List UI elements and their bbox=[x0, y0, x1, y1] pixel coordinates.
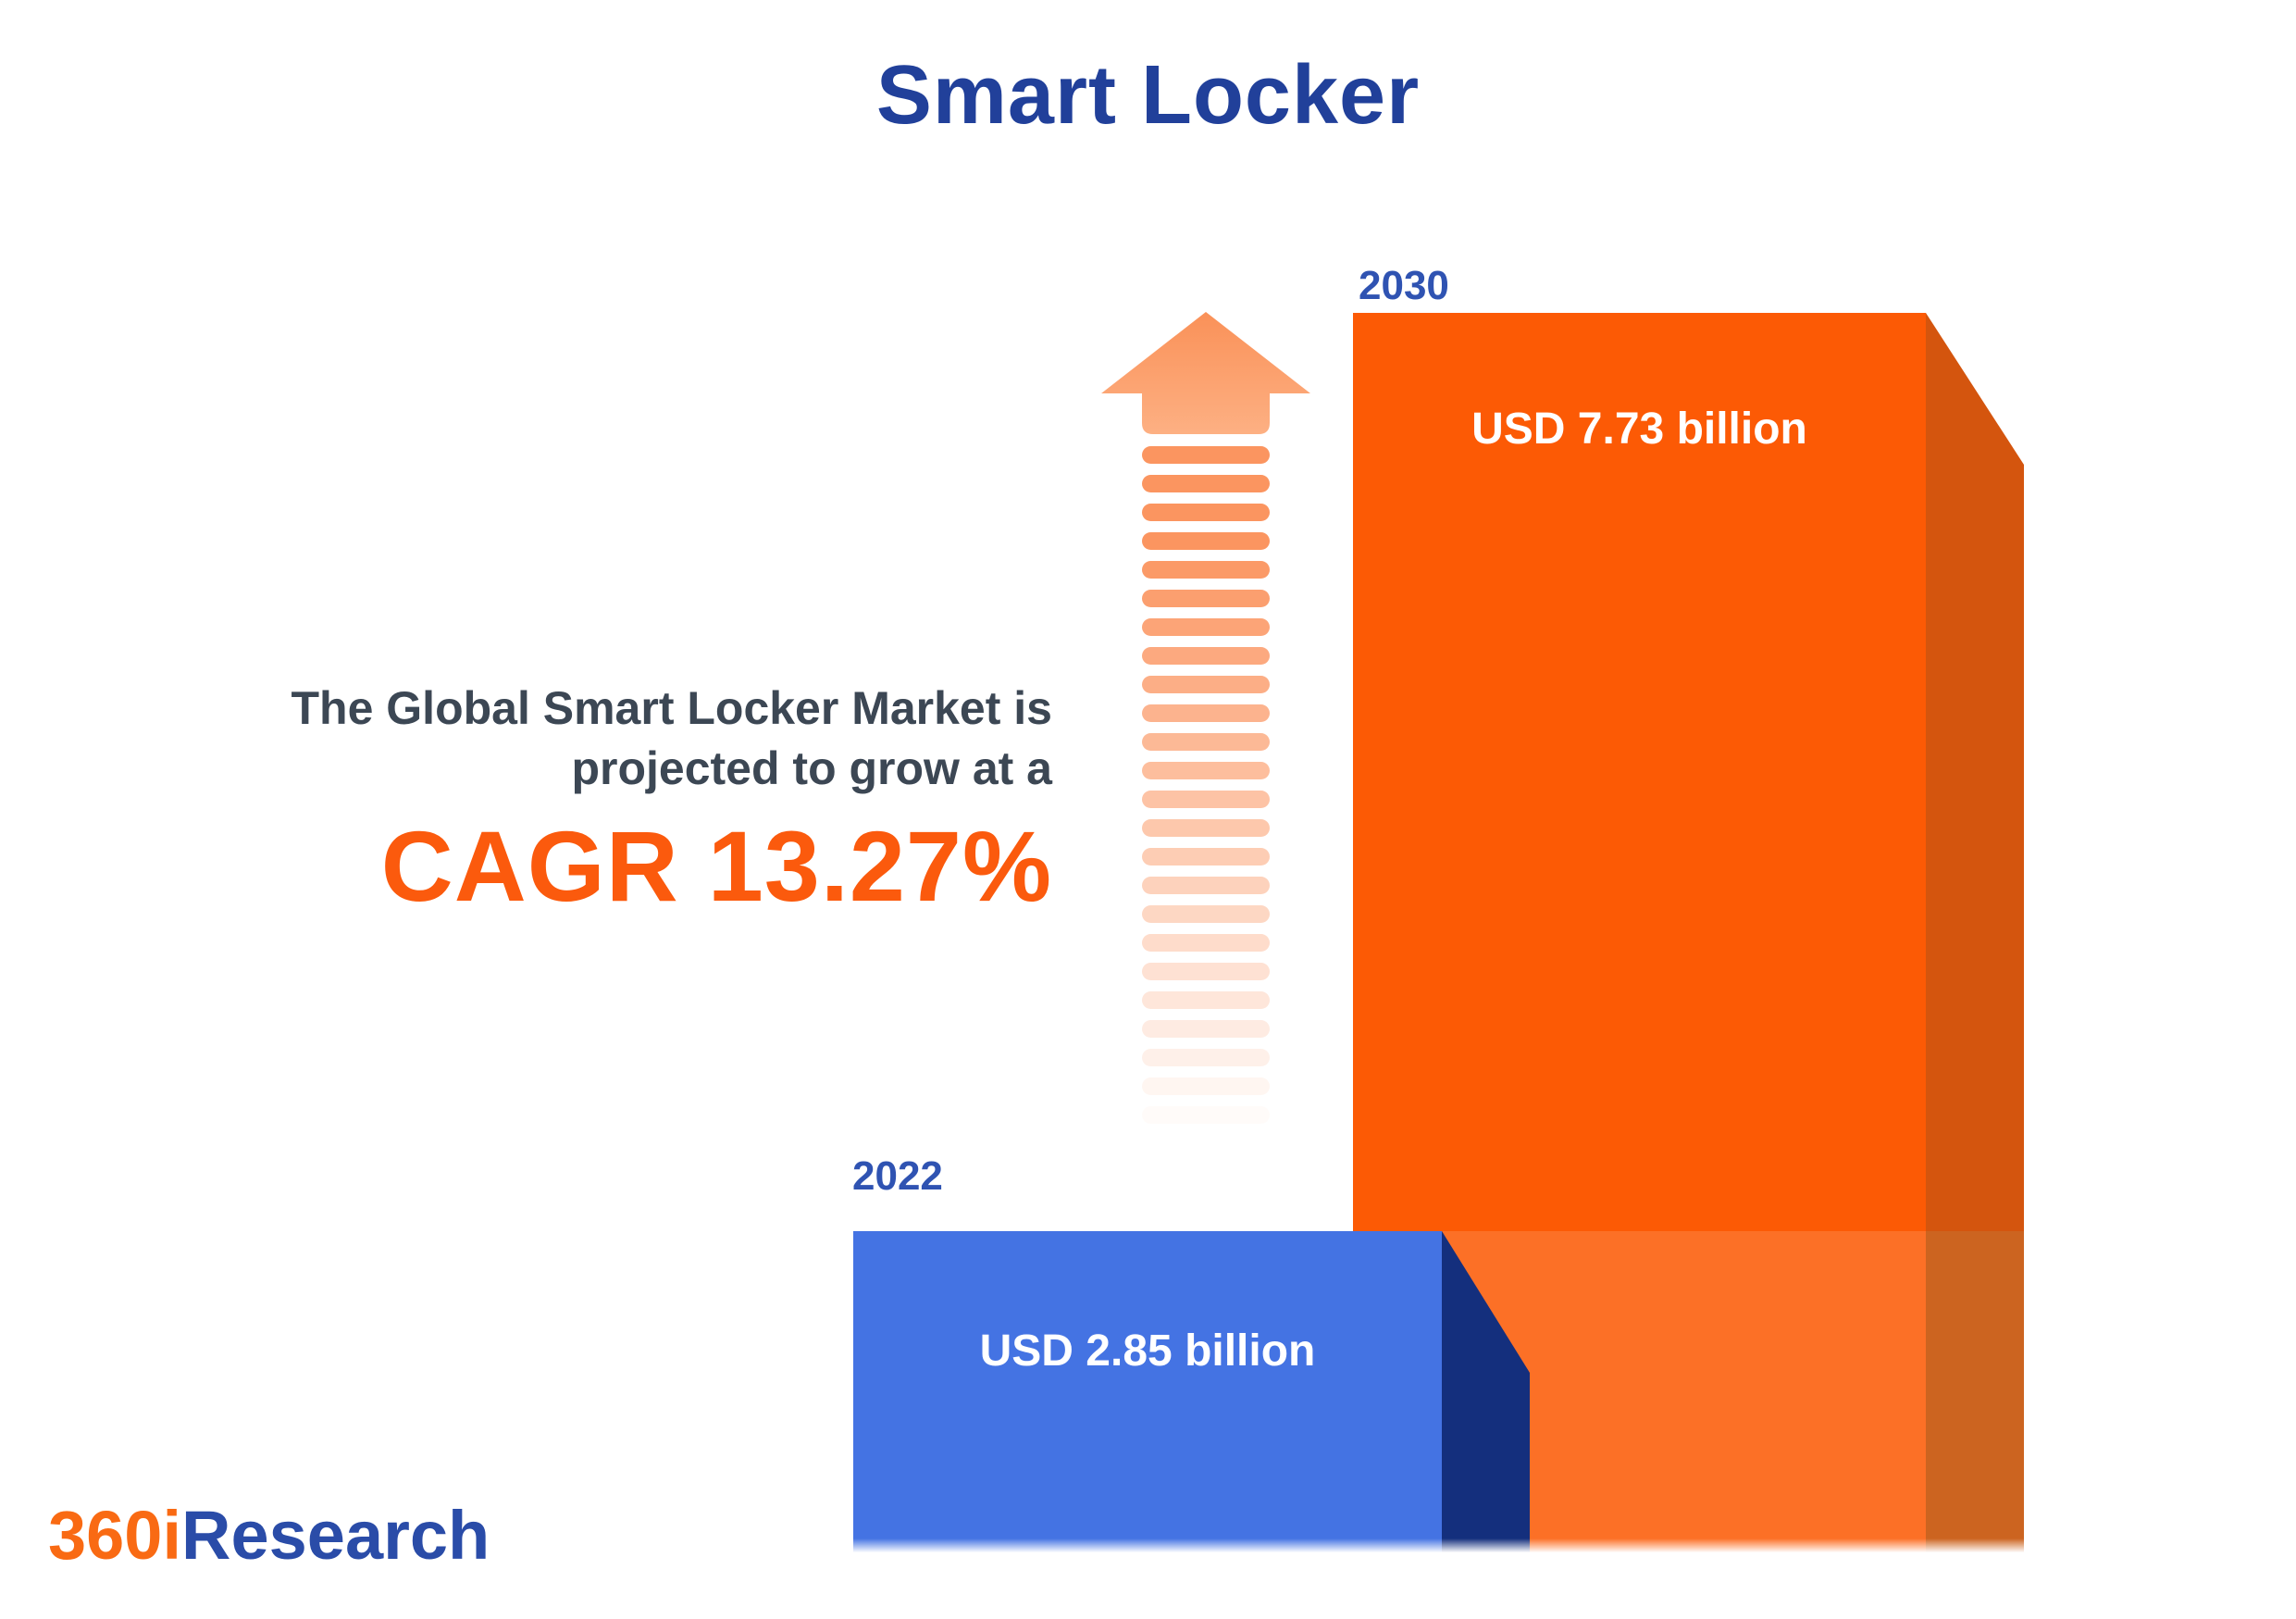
arrow-stripe bbox=[1142, 590, 1270, 607]
growth-arrow-icon bbox=[1101, 312, 1310, 1145]
arrow-stripe bbox=[1142, 1049, 1270, 1066]
arrow-stripe bbox=[1142, 1020, 1270, 1038]
arrow-stripe bbox=[1142, 934, 1270, 952]
arrow-stripe bbox=[1142, 991, 1270, 1009]
brand-logo: 360iResearch bbox=[48, 1496, 490, 1575]
page-title: Smart Locker bbox=[875, 49, 1421, 142]
bar-2030-side-overlap-band bbox=[1926, 1231, 2024, 1552]
description-line-2: projected to grow at a bbox=[571, 742, 1052, 794]
description-line-1: The Global Smart Locker Market is bbox=[291, 682, 1053, 734]
arrow-stripe bbox=[1142, 1106, 1270, 1124]
arrow-stripe bbox=[1142, 504, 1270, 521]
bar-2022-value: USD 2.85 billion bbox=[979, 1326, 1316, 1376]
logo-360i: 360i bbox=[48, 1497, 182, 1574]
cagr-value: CAGR 13.27% bbox=[380, 810, 1052, 922]
arrow-stripe bbox=[1142, 561, 1270, 579]
arrow-stripe bbox=[1142, 733, 1270, 751]
arrow-stripe bbox=[1142, 877, 1270, 894]
arrow-stripe bbox=[1142, 762, 1270, 779]
arrow-stripe bbox=[1142, 647, 1270, 665]
logo-research: Research bbox=[181, 1497, 490, 1574]
arrow-stripe bbox=[1142, 791, 1270, 808]
arrow-head bbox=[1101, 312, 1310, 434]
arrow-stripe bbox=[1142, 819, 1270, 837]
year-label-2022: 2022 bbox=[852, 1153, 943, 1199]
year-label-2030: 2030 bbox=[1359, 263, 1449, 308]
bar-2030-value: USD 7.73 billion bbox=[1471, 405, 1807, 454]
arrow-stripe bbox=[1142, 446, 1270, 464]
arrow-stripe bbox=[1142, 905, 1270, 923]
arrow-stripe bbox=[1142, 618, 1270, 636]
arrow-stripe bbox=[1142, 532, 1270, 550]
arrow-stripe bbox=[1142, 676, 1270, 693]
arrow-stripe bbox=[1142, 1077, 1270, 1095]
bar-2030-side-panel bbox=[1926, 313, 2024, 1552]
arrow-stripe bbox=[1142, 704, 1270, 722]
market-description: The Global Smart Locker Market is projec… bbox=[292, 679, 1053, 924]
bar-2022 bbox=[853, 1231, 1442, 1552]
arrow-stripe bbox=[1142, 848, 1270, 866]
arrow-stripe bbox=[1142, 475, 1270, 492]
arrow-stripe bbox=[1142, 963, 1270, 980]
